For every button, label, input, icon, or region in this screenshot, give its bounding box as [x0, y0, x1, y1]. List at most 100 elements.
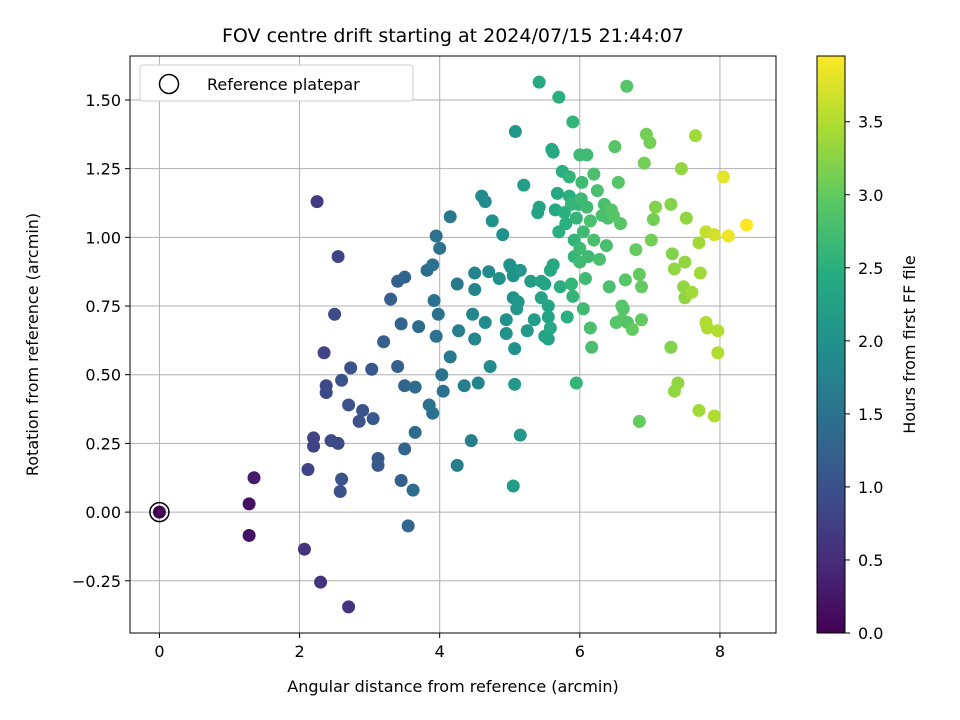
data-point — [433, 241, 447, 255]
data-point — [466, 307, 480, 321]
data-point — [550, 186, 564, 200]
data-point — [394, 474, 408, 488]
x-tick-label: 4 — [435, 642, 445, 661]
data-point — [578, 272, 592, 286]
y-tick-label: 0.25 — [85, 434, 121, 453]
data-point — [331, 250, 345, 264]
data-point — [587, 233, 601, 247]
data-point — [492, 272, 506, 286]
data-point — [587, 167, 601, 181]
colorbar-tick-label: 1.5 — [858, 405, 883, 424]
data-point — [553, 280, 567, 294]
colorbar-tick-label: 2.0 — [858, 332, 883, 351]
data-point — [513, 428, 527, 442]
data-point — [566, 115, 580, 129]
data-point — [562, 170, 576, 184]
data-point — [342, 600, 356, 614]
y-axis-ticks: −0.25 0.00 0.25 0.50 0.75 1.00 1.25 1.50 — [72, 91, 130, 591]
colorbar-tick-label: 3.5 — [858, 113, 883, 132]
data-point — [707, 228, 721, 242]
data-point — [468, 266, 482, 280]
data-point — [482, 265, 496, 279]
data-point — [435, 368, 449, 382]
data-point — [541, 332, 555, 346]
data-point — [429, 229, 443, 243]
y-tick-label: 0.75 — [85, 297, 121, 316]
data-point — [711, 324, 725, 338]
data-point — [524, 274, 538, 288]
x-tick-label: 2 — [294, 642, 304, 661]
data-point — [499, 327, 513, 341]
data-point — [398, 379, 412, 393]
data-point — [450, 458, 464, 472]
data-point — [667, 262, 681, 276]
data-point — [664, 340, 678, 354]
data-point — [335, 373, 349, 387]
x-axis-title: Angular distance from reference (arcmin) — [287, 677, 618, 696]
data-point — [707, 409, 721, 423]
data-point — [356, 403, 370, 417]
data-point — [335, 472, 349, 486]
data-point — [616, 302, 630, 316]
data-point — [679, 211, 693, 225]
y-tick-label: −0.25 — [72, 572, 121, 591]
data-point — [552, 90, 566, 104]
data-point — [344, 361, 358, 375]
data-point — [499, 313, 513, 327]
data-point — [508, 125, 522, 139]
data-point — [333, 484, 347, 498]
data-point — [583, 321, 597, 335]
data-point — [585, 340, 599, 354]
data-point — [366, 412, 380, 426]
data-point — [483, 359, 497, 373]
data-point — [541, 310, 555, 324]
data-point — [401, 519, 415, 533]
data-point — [634, 280, 648, 294]
data-point — [508, 377, 522, 391]
data-point — [450, 277, 464, 291]
y-axis-title: Rotation from reference (arcmin) — [23, 213, 42, 476]
data-point — [637, 156, 651, 170]
data-point — [314, 575, 328, 589]
data-point — [632, 267, 646, 281]
data-point — [331, 436, 345, 450]
data-point — [496, 228, 510, 242]
data-point — [576, 302, 590, 316]
y-tick-label: 0.00 — [85, 503, 121, 522]
chart-title: FOV centre drift starting at 2024/07/15 … — [222, 25, 684, 47]
data-point — [573, 241, 587, 255]
data-point — [618, 273, 632, 287]
data-point — [674, 162, 688, 176]
colorbar: 0.0 0.5 1.0 1.5 2.0 2.5 3.0 3.5 Hours from firs… — [816, 55, 919, 643]
data-point — [508, 342, 522, 356]
data-point — [406, 483, 420, 497]
data-point — [546, 145, 560, 159]
y-tick-label: 1.25 — [85, 160, 121, 179]
data-point — [580, 148, 594, 162]
colorbar-gradient — [817, 56, 845, 633]
data-point — [634, 313, 648, 327]
data-point — [485, 214, 499, 228]
data-point — [599, 239, 613, 253]
data-point — [443, 210, 457, 224]
data-point — [319, 386, 333, 400]
data-point — [625, 322, 639, 336]
colorbar-ticks: 0.0 0.5 1.0 1.5 2.0 2.5 3.0 3.5 — [845, 113, 883, 643]
data-point — [678, 255, 692, 269]
data-point — [538, 277, 552, 291]
x-tick-label: 0 — [154, 642, 164, 661]
data-points — [152, 75, 754, 614]
y-tick-label: 1.00 — [85, 228, 121, 247]
data-point — [297, 542, 311, 556]
x-tick-label: 6 — [575, 642, 585, 661]
data-point — [517, 178, 531, 192]
data-point — [581, 250, 595, 264]
data-point — [426, 258, 440, 272]
data-point — [468, 283, 482, 297]
data-point — [527, 313, 541, 327]
legend-marker-reference — [158, 73, 180, 95]
data-point — [564, 277, 578, 291]
data-point — [629, 243, 643, 257]
data-point — [457, 379, 471, 393]
